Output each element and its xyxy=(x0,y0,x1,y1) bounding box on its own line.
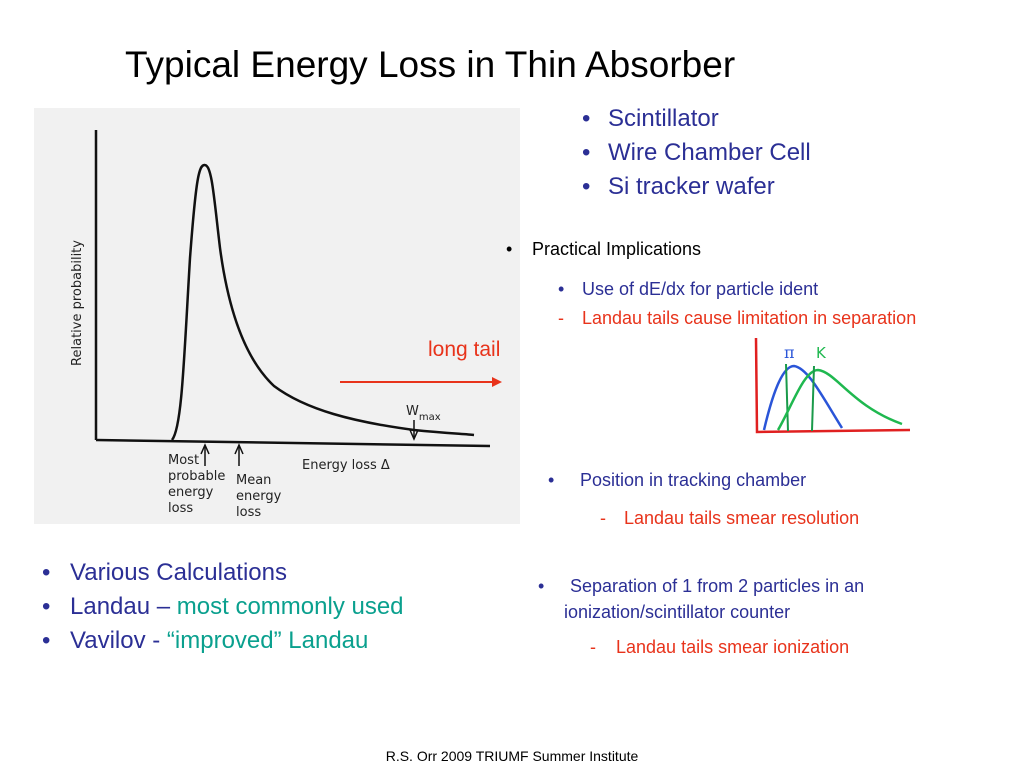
landau-distribution-plot: Relative probability Energy loss Δ Wmax … xyxy=(34,108,520,524)
x-axis xyxy=(95,438,491,448)
svg-text:loss: loss xyxy=(236,505,261,520)
list-item: • Wire Chamber Cell xyxy=(582,139,811,166)
most-probable-label: Most probable energy loss xyxy=(168,453,225,516)
svg-text:loss: loss xyxy=(168,501,193,516)
pi-k-sketch: π K xyxy=(754,337,911,434)
landau-curve xyxy=(170,163,475,441)
dedx-item: • Use of dE/dx for particle ident xyxy=(558,279,819,299)
list-item: • Various Calculations xyxy=(42,559,287,586)
svg-text:Mean: Mean xyxy=(236,473,271,488)
long-tail-arrow xyxy=(340,377,502,387)
calculations-list: • Various Calculations • Landau – most com… xyxy=(42,556,404,658)
list-item: • Si tracker wafer xyxy=(582,173,775,200)
y-axis-label: Relative probability xyxy=(70,240,85,366)
separation-subitem: - Landau tails smear ionization xyxy=(590,637,850,657)
absorber-list: • Scintillator • Wire Chamber Cell • Si tra… xyxy=(582,102,811,204)
svg-text:Most: Most xyxy=(168,453,199,468)
footer: R.S. Orr 2009 TRIUMF Summer Institute xyxy=(385,748,639,764)
mean-energy-label: Mean energy loss xyxy=(236,473,282,520)
pi-label: π xyxy=(784,343,795,362)
list-item: • Scintillator xyxy=(582,105,719,132)
svg-text:energy: energy xyxy=(168,485,214,500)
position-subitem: - Landau tails smear resolution xyxy=(600,508,860,528)
k-label: K xyxy=(816,344,827,362)
separation-item: • Separation of 1 from 2 particles in an … xyxy=(538,576,865,622)
position-item: • Position in tracking chamber xyxy=(548,470,807,490)
svg-text:probable: probable xyxy=(168,469,225,484)
list-item: • Vavilov - “improved” Landau xyxy=(42,627,369,654)
x-axis-label: Energy loss Δ xyxy=(302,458,390,473)
slide-title: Typical Energy Loss in Thin Absorber xyxy=(125,44,736,85)
svg-text:energy: energy xyxy=(236,489,282,504)
practical-heading: • Practical Implications xyxy=(506,239,702,259)
dedx-subitem: - Landau tails cause limitation in separa… xyxy=(558,308,917,328)
wmax-label: Wmax xyxy=(406,404,441,423)
long-tail-label: long tail xyxy=(428,338,501,361)
list-item: • Landau – most commonly used xyxy=(42,593,404,620)
